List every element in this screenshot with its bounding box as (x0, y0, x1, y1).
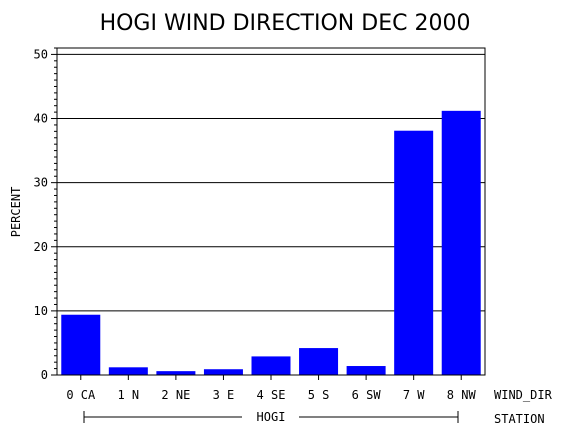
bar (203, 369, 243, 375)
bar (251, 356, 291, 375)
x-tick-label: 6 SW (352, 388, 382, 402)
bars (61, 110, 481, 375)
y-tick-label: 0 (41, 368, 48, 382)
bar (441, 110, 481, 375)
y-axis: 0 10 20 30 40 50 (34, 47, 57, 382)
x-tick-label: 5 S (308, 388, 330, 402)
x-axis-label: WIND_DIR (494, 388, 553, 402)
station-bracket (83, 411, 459, 423)
x-tick-label: 4 SE (257, 388, 286, 402)
x-tick-label: 7 W (403, 388, 425, 402)
station-name: HOGI (257, 410, 286, 424)
x-tick-label: 8 NW (447, 388, 477, 402)
x-tick-label: 0 CA (66, 388, 96, 402)
station-label: STATION (494, 412, 545, 426)
x-tick-label: 2 NE (161, 388, 190, 402)
bar (299, 348, 339, 375)
x-tick-label: 3 E (213, 388, 235, 402)
bar (61, 314, 101, 375)
chart-title: HOGI WIND DIRECTION DEC 2000 (100, 11, 471, 36)
x-tick-label: 1 N (117, 388, 139, 402)
bar (394, 130, 434, 375)
bar (156, 371, 196, 375)
y-tick-label: 10 (34, 304, 48, 318)
x-axis: 0 CA 1 N 2 NE 3 E 4 SE 5 S 6 SW 7 W 8 NW (66, 375, 476, 402)
y-axis-label: PERCENT (9, 187, 23, 238)
y-tick-label: 40 (34, 112, 48, 126)
y-tick-label: 30 (34, 176, 48, 190)
bar (346, 366, 386, 375)
y-tick-label: 20 (34, 240, 48, 254)
bar (108, 367, 148, 375)
y-tick-label: 50 (34, 47, 48, 61)
